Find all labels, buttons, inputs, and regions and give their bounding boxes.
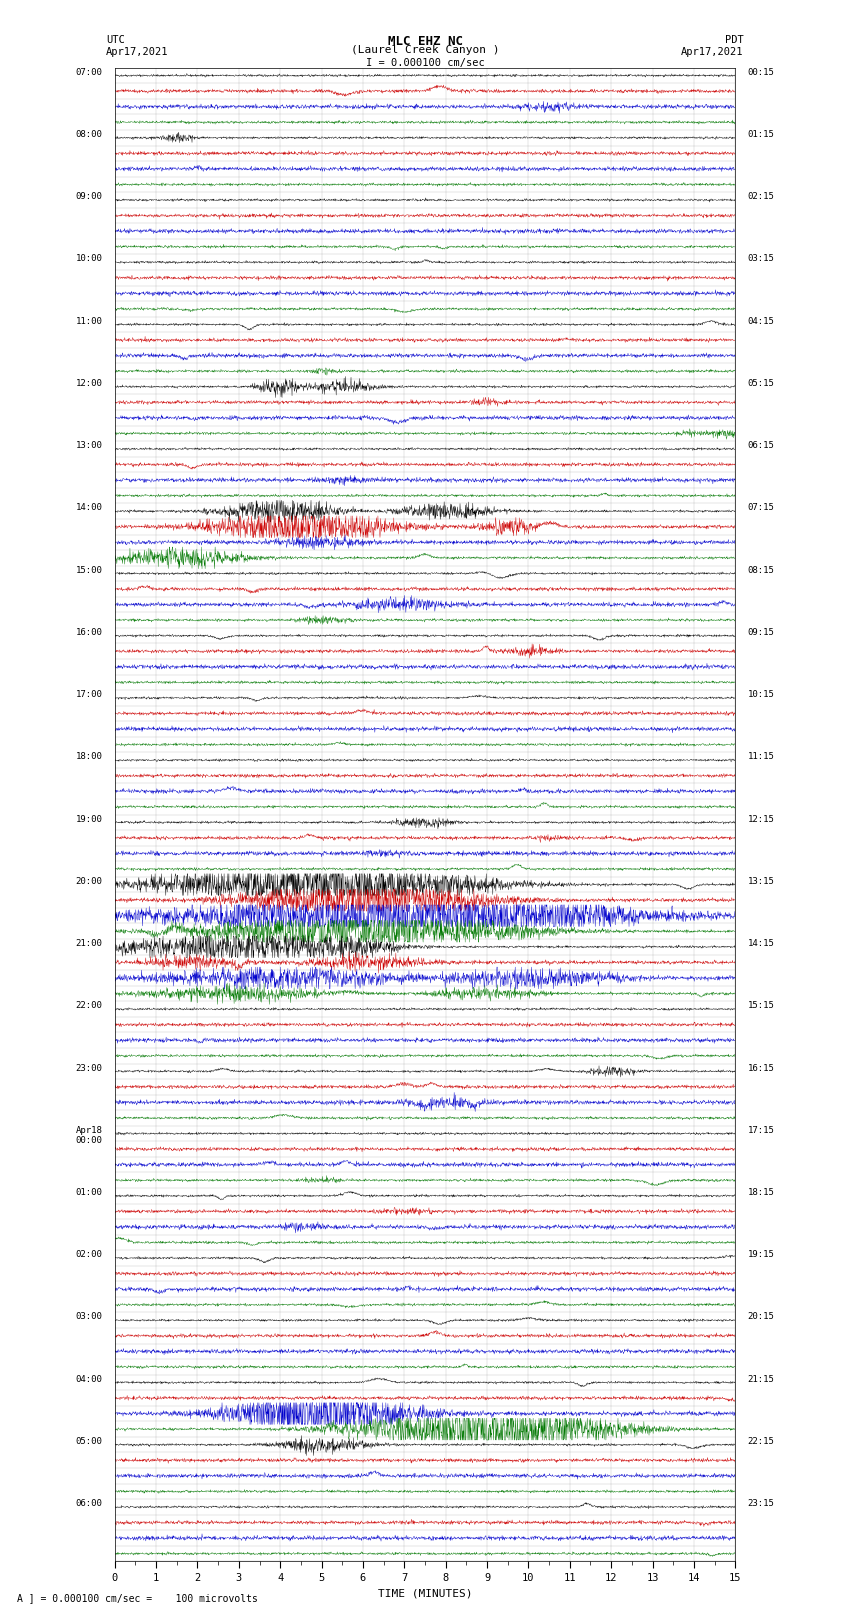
Text: 17:15: 17:15: [748, 1126, 774, 1134]
Text: 04:00: 04:00: [76, 1374, 102, 1384]
Text: I = 0.000100 cm/sec: I = 0.000100 cm/sec: [366, 58, 484, 68]
Text: 04:15: 04:15: [748, 316, 774, 326]
Text: Apr17,2021: Apr17,2021: [681, 47, 744, 56]
Text: 12:00: 12:00: [76, 379, 102, 387]
Text: 05:00: 05:00: [76, 1437, 102, 1445]
Text: A ] = 0.000100 cm/sec =    100 microvolts: A ] = 0.000100 cm/sec = 100 microvolts: [17, 1594, 258, 1603]
Text: 18:15: 18:15: [748, 1187, 774, 1197]
Text: (Laurel Creek Canyon ): (Laurel Creek Canyon ): [351, 45, 499, 55]
Text: 02:15: 02:15: [748, 192, 774, 202]
Text: 23:15: 23:15: [748, 1498, 774, 1508]
Text: 08:00: 08:00: [76, 131, 102, 139]
Text: 03:00: 03:00: [76, 1313, 102, 1321]
Text: 20:15: 20:15: [748, 1313, 774, 1321]
Text: 08:15: 08:15: [748, 566, 774, 574]
Text: 17:00: 17:00: [76, 690, 102, 698]
Text: 01:00: 01:00: [76, 1187, 102, 1197]
Text: 07:15: 07:15: [748, 503, 774, 513]
Text: 15:15: 15:15: [748, 1002, 774, 1010]
Text: 16:15: 16:15: [748, 1063, 774, 1073]
Text: 13:00: 13:00: [76, 442, 102, 450]
Text: 07:00: 07:00: [76, 68, 102, 77]
Text: 16:00: 16:00: [76, 627, 102, 637]
Text: 13:15: 13:15: [748, 877, 774, 886]
Text: UTC: UTC: [106, 35, 125, 45]
Text: 19:15: 19:15: [748, 1250, 774, 1260]
Text: 05:15: 05:15: [748, 379, 774, 387]
Text: 02:00: 02:00: [76, 1250, 102, 1260]
Text: 09:15: 09:15: [748, 627, 774, 637]
Text: 01:15: 01:15: [748, 131, 774, 139]
Text: 10:00: 10:00: [76, 255, 102, 263]
Text: 19:00: 19:00: [76, 815, 102, 824]
Text: 18:00: 18:00: [76, 752, 102, 761]
Text: 06:15: 06:15: [748, 442, 774, 450]
Text: 12:15: 12:15: [748, 815, 774, 824]
Text: 20:00: 20:00: [76, 877, 102, 886]
Text: PDT: PDT: [725, 35, 744, 45]
Text: Apr17,2021: Apr17,2021: [106, 47, 169, 56]
Text: 06:00: 06:00: [76, 1498, 102, 1508]
Text: 21:15: 21:15: [748, 1374, 774, 1384]
Text: 15:00: 15:00: [76, 566, 102, 574]
Text: 09:00: 09:00: [76, 192, 102, 202]
Text: 22:15: 22:15: [748, 1437, 774, 1445]
Text: 10:15: 10:15: [748, 690, 774, 698]
Text: 14:00: 14:00: [76, 503, 102, 513]
Text: Apr18
00:00: Apr18 00:00: [76, 1126, 102, 1145]
Text: 11:00: 11:00: [76, 316, 102, 326]
X-axis label: TIME (MINUTES): TIME (MINUTES): [377, 1589, 473, 1598]
Text: 11:15: 11:15: [748, 752, 774, 761]
Text: 00:15: 00:15: [748, 68, 774, 77]
Text: 21:00: 21:00: [76, 939, 102, 948]
Text: 22:00: 22:00: [76, 1002, 102, 1010]
Text: 03:15: 03:15: [748, 255, 774, 263]
Text: MLC EHZ NC: MLC EHZ NC: [388, 35, 462, 48]
Text: 23:00: 23:00: [76, 1063, 102, 1073]
Text: 14:15: 14:15: [748, 939, 774, 948]
